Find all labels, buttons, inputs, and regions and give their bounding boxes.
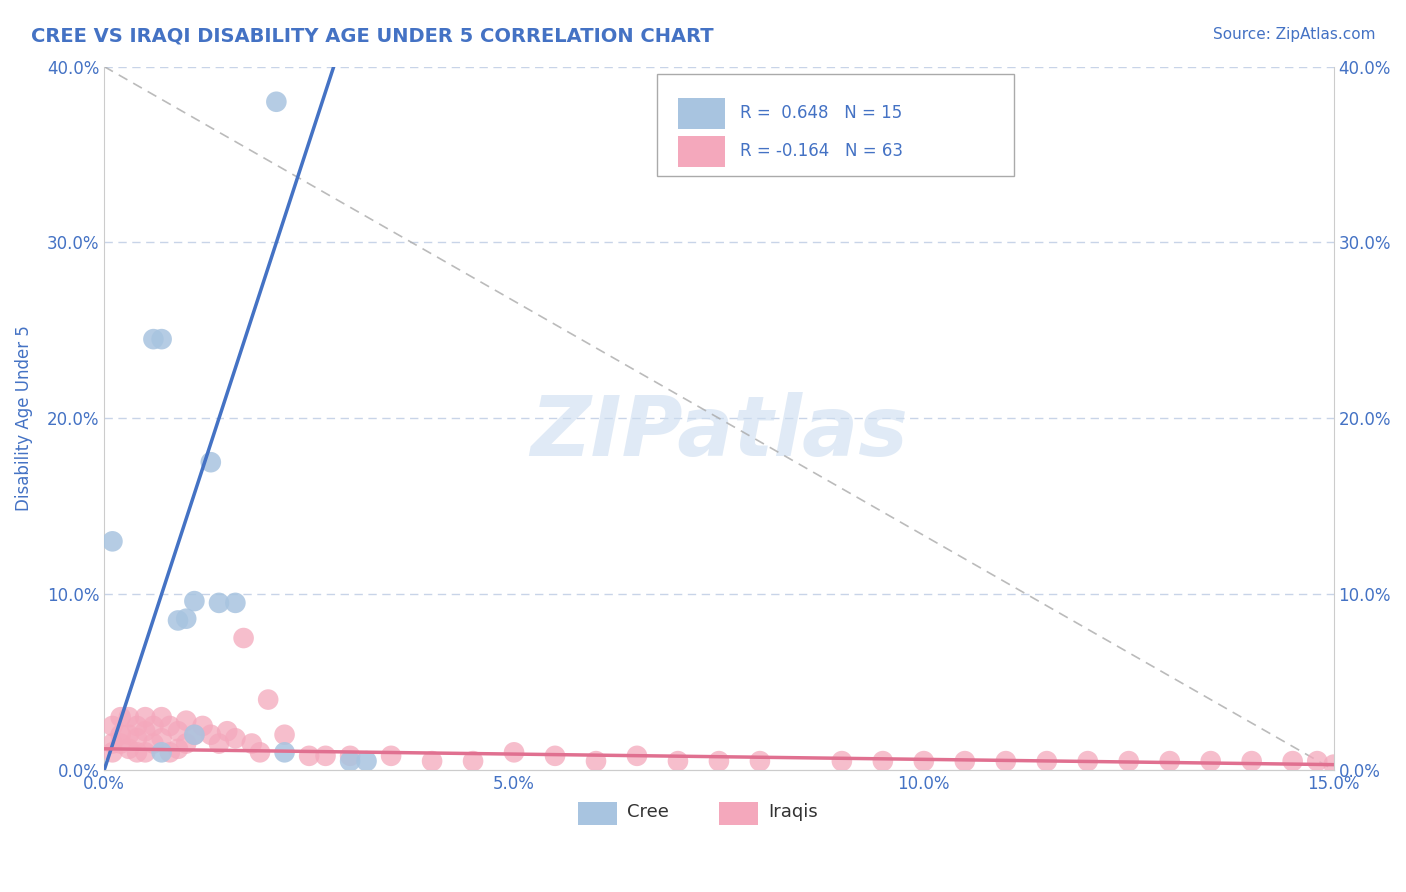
- Point: [224, 596, 246, 610]
- Point: [1281, 754, 1303, 768]
- Point: [110, 728, 132, 742]
- Point: [1159, 754, 1181, 768]
- Point: [208, 596, 231, 610]
- Point: [159, 719, 181, 733]
- Point: [174, 612, 197, 626]
- Point: [872, 754, 894, 768]
- Point: [912, 754, 935, 768]
- Y-axis label: Disability Age Under 5: Disability Age Under 5: [15, 326, 32, 511]
- Text: Iraqis: Iraqis: [768, 803, 818, 822]
- Point: [240, 737, 263, 751]
- Point: [544, 748, 567, 763]
- Point: [339, 748, 361, 763]
- Point: [174, 737, 197, 751]
- Point: [208, 737, 231, 751]
- Point: [110, 737, 132, 751]
- Point: [1118, 754, 1140, 768]
- Point: [134, 710, 156, 724]
- FancyBboxPatch shape: [678, 136, 725, 167]
- Point: [183, 594, 205, 608]
- Point: [150, 710, 173, 724]
- Point: [125, 719, 148, 733]
- Point: [503, 745, 526, 759]
- Point: [101, 745, 124, 759]
- FancyBboxPatch shape: [658, 74, 1014, 176]
- Point: [273, 745, 295, 759]
- Text: ZIPatlas: ZIPatlas: [530, 392, 908, 473]
- Point: [142, 332, 165, 346]
- Point: [249, 745, 271, 759]
- Point: [380, 748, 402, 763]
- Point: [707, 754, 730, 768]
- Point: [101, 737, 124, 751]
- Point: [167, 741, 190, 756]
- Point: [134, 724, 156, 739]
- Point: [224, 731, 246, 746]
- Text: CREE VS IRAQI DISABILITY AGE UNDER 5 CORRELATION CHART: CREE VS IRAQI DISABILITY AGE UNDER 5 COR…: [31, 27, 714, 45]
- Point: [1323, 757, 1346, 772]
- Point: [167, 724, 190, 739]
- Point: [626, 748, 648, 763]
- Point: [200, 728, 222, 742]
- Point: [953, 754, 976, 768]
- Point: [142, 737, 165, 751]
- Point: [159, 745, 181, 759]
- Point: [150, 731, 173, 746]
- Point: [232, 631, 254, 645]
- Point: [191, 719, 214, 733]
- Point: [134, 745, 156, 759]
- Point: [183, 728, 205, 742]
- Point: [1077, 754, 1099, 768]
- FancyBboxPatch shape: [578, 802, 617, 825]
- Point: [167, 614, 190, 628]
- Point: [273, 728, 295, 742]
- Text: R =  0.648   N = 15: R = 0.648 N = 15: [740, 104, 903, 122]
- Point: [266, 95, 288, 109]
- Point: [356, 754, 378, 768]
- Point: [1240, 754, 1263, 768]
- Point: [339, 754, 361, 768]
- Point: [150, 332, 173, 346]
- Point: [831, 754, 853, 768]
- Point: [183, 728, 205, 742]
- Point: [118, 728, 141, 742]
- Point: [217, 724, 239, 739]
- Point: [142, 719, 165, 733]
- Point: [174, 714, 197, 728]
- Point: [315, 748, 337, 763]
- Point: [461, 754, 484, 768]
- Text: Cree: Cree: [627, 803, 669, 822]
- Point: [101, 534, 124, 549]
- FancyBboxPatch shape: [718, 802, 758, 825]
- FancyBboxPatch shape: [678, 98, 725, 128]
- Text: Source: ZipAtlas.com: Source: ZipAtlas.com: [1212, 27, 1375, 42]
- Point: [150, 745, 173, 759]
- Point: [110, 710, 132, 724]
- Point: [748, 754, 770, 768]
- Point: [118, 710, 141, 724]
- Point: [1036, 754, 1059, 768]
- Point: [118, 741, 141, 756]
- Point: [994, 754, 1017, 768]
- Point: [257, 692, 280, 706]
- Point: [585, 754, 607, 768]
- Point: [200, 455, 222, 469]
- Point: [125, 745, 148, 759]
- Text: R = -0.164   N = 63: R = -0.164 N = 63: [740, 142, 903, 161]
- Point: [1306, 754, 1329, 768]
- Point: [125, 731, 148, 746]
- Point: [1199, 754, 1222, 768]
- Point: [298, 748, 321, 763]
- Point: [101, 719, 124, 733]
- Point: [666, 754, 689, 768]
- Point: [420, 754, 443, 768]
